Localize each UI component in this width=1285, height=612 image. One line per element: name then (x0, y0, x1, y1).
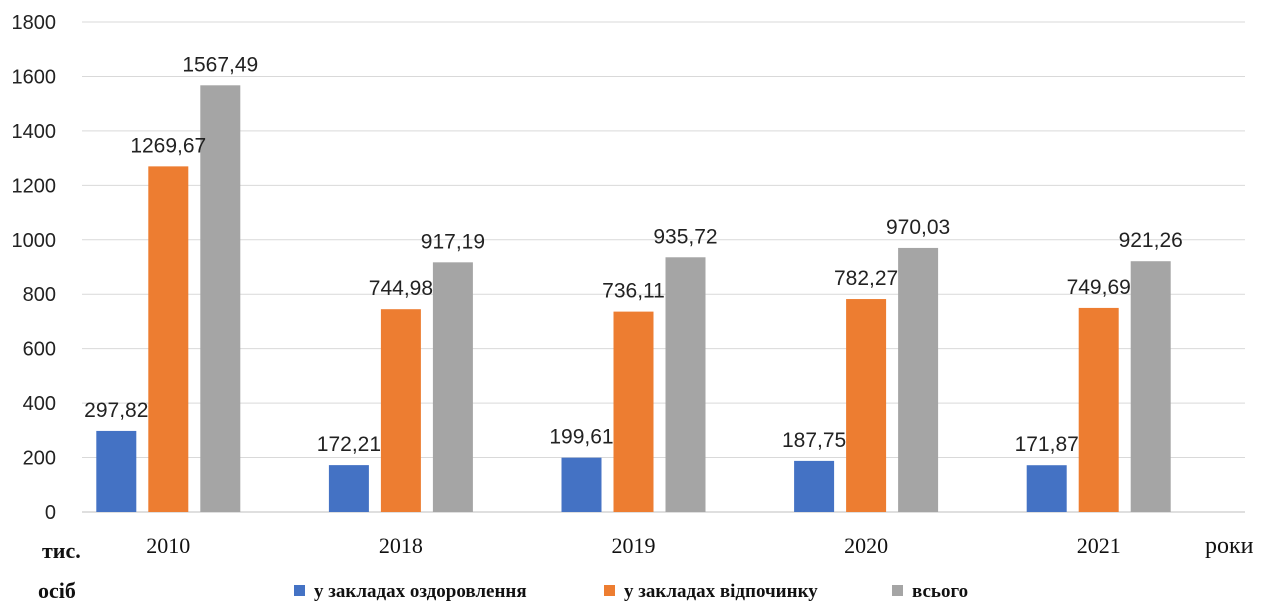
bar (561, 457, 602, 512)
x-axis-categories: 2010 2018 2019 2020 2021 (146, 533, 1120, 558)
y-tick-label: 1800 (12, 12, 57, 34)
bar (665, 257, 706, 512)
bar (200, 85, 241, 513)
x-category-label: 2010 (146, 533, 190, 558)
data-label: 171,87 (1015, 433, 1079, 456)
bar (148, 166, 189, 512)
x-category-label: 2020 (844, 533, 888, 558)
x-category-label: 2021 (1077, 533, 1121, 558)
data-label: 199,61 (549, 426, 613, 449)
bar (794, 460, 835, 512)
y-axis-unit-line1: тис. (42, 538, 81, 563)
y-tick-label: 200 (23, 448, 56, 470)
y-tick-label: 800 (23, 284, 56, 306)
data-label: 917,19 (421, 230, 485, 253)
data-label: 970,03 (886, 216, 950, 239)
bar (328, 465, 369, 512)
bar (846, 299, 887, 512)
gridlines (82, 21, 1245, 513)
x-category-label: 2018 (379, 533, 423, 558)
data-label: 297,82 (84, 399, 148, 422)
legend-label: у закладах оздоровлення (314, 581, 527, 602)
data-label: 744,98 (369, 277, 433, 300)
legend-swatch (604, 585, 615, 596)
data-label: 172,21 (317, 433, 381, 456)
data-label: 782,27 (834, 267, 898, 290)
x-category-label: 2019 (612, 533, 656, 558)
data-label: 736,11 (602, 280, 665, 303)
legend-swatch (294, 585, 305, 596)
bar (898, 247, 939, 512)
data-label: 921,26 (1119, 229, 1183, 252)
bar (380, 309, 421, 512)
bar (1026, 465, 1067, 512)
y-axis-unit-line2: осіб (38, 578, 76, 603)
legend-label: всього (912, 581, 968, 602)
y-tick-label: 600 (23, 339, 56, 361)
bar (1130, 261, 1171, 512)
bar (613, 311, 654, 512)
y-tick-label: 1400 (12, 121, 57, 143)
data-label: 1269,67 (130, 134, 206, 157)
bar (432, 262, 473, 512)
bar (1078, 307, 1119, 512)
y-axis-ticks: 0 200 400 600 800 1000 1200 1400 1600 1800 (12, 12, 57, 524)
bar (96, 430, 137, 512)
legend-label: у закладах відпочинку (624, 581, 818, 602)
data-labels: 297,82 1269,67 1567,49 172,21 744,98 917,19 19… (84, 53, 1183, 456)
y-tick-label: 1600 (12, 66, 57, 88)
data-label: 935,72 (653, 225, 717, 248)
y-tick-label: 1200 (12, 175, 57, 197)
legend: у закладах оздоровлення у закладах відпоч… (294, 581, 968, 602)
bars (96, 85, 1171, 513)
data-label: 1567,49 (182, 53, 258, 76)
y-tick-label: 400 (23, 393, 56, 415)
y-tick-label: 1000 (12, 230, 57, 252)
data-label: 187,75 (782, 429, 846, 452)
legend-swatch (892, 585, 903, 596)
y-tick-label: 0 (45, 502, 56, 524)
x-axis-title: роки (1205, 533, 1254, 559)
data-label: 749,69 (1067, 276, 1131, 299)
